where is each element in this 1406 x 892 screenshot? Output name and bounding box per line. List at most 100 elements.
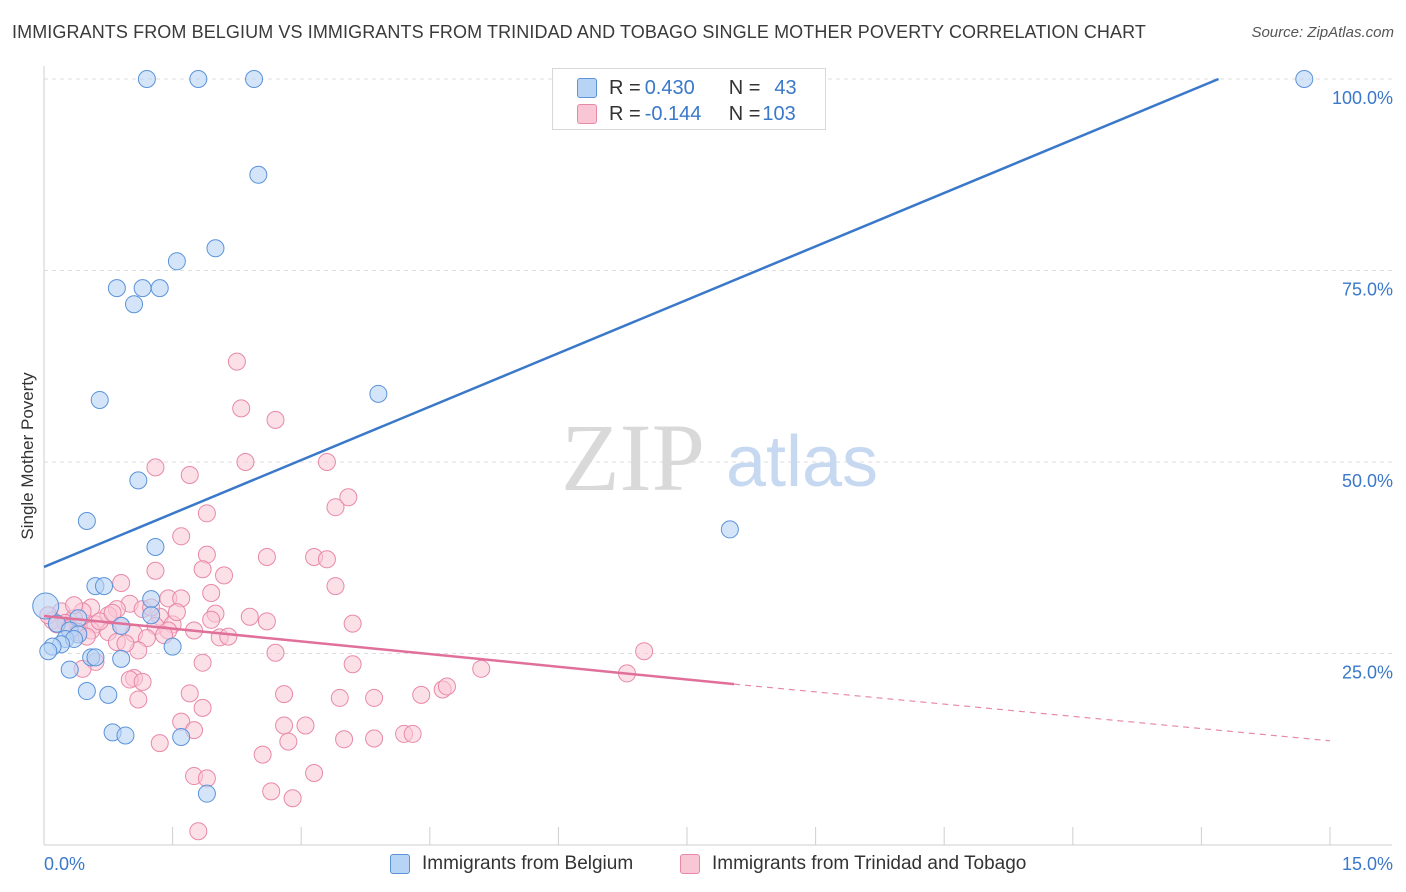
data-point-belgium <box>249 165 268 184</box>
y-tick-label: 75.0% <box>1342 280 1393 300</box>
data-point-trinidad <box>189 822 208 841</box>
data-point-trinidad <box>180 684 199 703</box>
data-point-belgium <box>163 637 182 656</box>
data-point-trinidad <box>343 614 362 633</box>
trendline-belgium <box>43 77 1220 569</box>
data-point-trinidad <box>236 453 255 471</box>
stat-row-belgium: R = 0.430 N = 43 <box>577 75 797 101</box>
x-tick-label: 0.0% <box>44 854 85 874</box>
legend-swatch-trinidad <box>680 854 700 874</box>
data-point-belgium <box>125 295 144 314</box>
stat-swatch-trinidad <box>577 104 597 124</box>
x-tick-label: 15.0% <box>1342 854 1393 874</box>
data-point-belgium <box>86 648 105 667</box>
grid-lines <box>44 78 1392 654</box>
data-point-belgium <box>142 590 161 609</box>
data-point-trinidad <box>193 560 212 579</box>
data-point-trinidad <box>240 607 259 626</box>
watermark-atlas: atlas <box>726 422 878 502</box>
chart-source: Source: ZipAtlas.com <box>1251 24 1394 41</box>
trendlines <box>43 77 1331 742</box>
data-point-trinidad <box>129 690 148 709</box>
legend-item-belgium: Immigrants from Belgium <box>390 852 633 876</box>
data-point-trinidad <box>403 724 422 743</box>
stat-n-value: 43 <box>774 76 797 99</box>
data-point-belgium <box>90 390 109 409</box>
data-point-trinidad <box>275 685 294 704</box>
data-point-trinidad <box>266 643 285 662</box>
data-point-belgium <box>189 70 208 88</box>
data-point-trinidad <box>137 629 156 648</box>
data-point-trinidad <box>317 453 336 471</box>
data-point-trinidad <box>412 685 431 704</box>
data-point-trinidad <box>266 410 285 429</box>
y-tick-label: 25.0% <box>1342 663 1393 683</box>
data-point-trinidad <box>180 466 199 485</box>
data-point-trinidad <box>167 603 186 622</box>
data-point-trinidad <box>326 577 345 596</box>
data-point-belgium <box>129 471 148 490</box>
trendline-trinidad <box>43 614 735 686</box>
legend-label-belgium: Immigrants from Belgium <box>422 853 634 874</box>
data-point-trinidad <box>202 583 221 602</box>
data-point-belgium <box>95 577 114 596</box>
data-point-trinidad <box>219 627 238 646</box>
stat-r-value: 0.430 <box>644 76 695 99</box>
data-point-trinidad <box>146 458 165 477</box>
data-point-belgium <box>39 642 58 661</box>
data-point-trinidad <box>343 655 362 674</box>
data-point-belgium <box>133 279 152 298</box>
data-point-belgium <box>150 279 169 298</box>
data-point-belgium <box>99 685 118 704</box>
data-point-trinidad <box>197 504 216 523</box>
stat-n-label: N = <box>728 76 761 99</box>
data-point-trinidad <box>197 769 216 788</box>
y-axis-label: Single Mother Poverty <box>18 372 37 540</box>
data-point-belgium <box>32 592 60 620</box>
data-point-trinidad <box>339 488 358 507</box>
stat-n-label: N = <box>728 102 761 125</box>
data-point-trinidad <box>133 672 152 691</box>
trendline-trinidad-extension <box>734 683 1331 742</box>
data-point-trinidad <box>335 730 354 749</box>
data-point-trinidad <box>472 659 491 678</box>
watermark: ZIP atlas <box>561 404 878 511</box>
data-point-trinidad <box>193 653 212 672</box>
data-point-trinidad <box>437 677 456 696</box>
data-point-belgium <box>1295 70 1314 88</box>
watermark-zip: ZIP <box>561 404 705 511</box>
data-point-belgium <box>112 616 131 635</box>
stat-r-value: -0.144 <box>644 102 702 125</box>
data-point-trinidad <box>283 789 302 808</box>
data-point-trinidad <box>253 745 272 764</box>
data-point-trinidad <box>202 610 221 629</box>
data-point-trinidad <box>257 612 276 631</box>
data-point-trinidad <box>257 547 276 566</box>
stat-swatch-belgium <box>577 78 597 98</box>
stat-r-label: R = <box>609 76 641 99</box>
stat-row-trinidad: R = -0.144 N = 103 <box>577 101 796 127</box>
data-point-belgium <box>77 511 96 530</box>
data-point-belgium <box>77 682 96 701</box>
data-point-trinidad <box>193 698 212 717</box>
stat-r-label: R = <box>609 102 641 125</box>
data-point-belgium <box>172 727 191 746</box>
data-point-trinidad <box>146 561 165 580</box>
data-point-trinidad <box>296 716 315 735</box>
data-point-belgium <box>116 726 135 745</box>
data-point-trinidad <box>330 688 349 707</box>
data-point-trinidad <box>275 716 294 735</box>
y-tick-label: 100.0% <box>1332 88 1393 108</box>
data-point-belgium <box>107 279 126 298</box>
tick-labels: 25.0% 50.0% 75.0% 100.0% 0.0% 15.0% <box>44 88 1393 874</box>
data-point-trinidad <box>365 688 384 707</box>
data-point-trinidad <box>262 782 281 801</box>
data-point-belgium <box>137 70 156 88</box>
data-point-belgium <box>369 384 388 403</box>
data-point-trinidad <box>103 603 122 622</box>
data-point-trinidad <box>279 732 298 751</box>
data-point-belgium <box>112 649 131 668</box>
data-point-trinidad <box>172 527 191 546</box>
data-point-belgium <box>720 520 739 539</box>
